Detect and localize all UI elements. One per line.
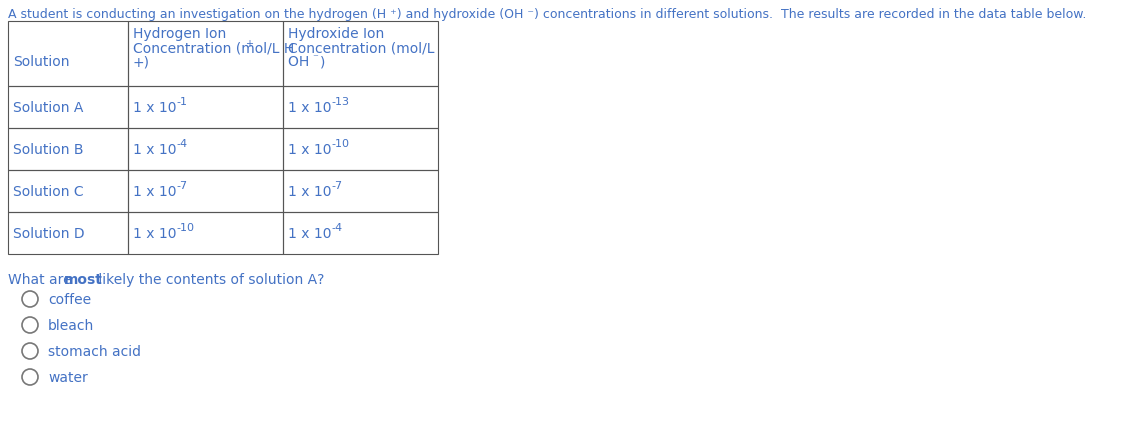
Text: OH: OH xyxy=(288,55,313,69)
Text: water: water xyxy=(48,370,88,384)
Text: Concentration (mol/L H: Concentration (mol/L H xyxy=(133,41,294,55)
Text: -10: -10 xyxy=(331,139,349,148)
Text: stomach acid: stomach acid xyxy=(48,344,141,358)
Text: -7: -7 xyxy=(176,180,187,191)
Bar xyxy=(128,212,283,254)
Text: -4: -4 xyxy=(176,139,187,148)
Text: +: + xyxy=(245,39,253,49)
Text: likely the contents of solution A?: likely the contents of solution A? xyxy=(94,272,325,286)
Text: -13: -13 xyxy=(331,97,349,107)
Text: 1 x 10: 1 x 10 xyxy=(133,226,176,240)
Bar xyxy=(8,171,128,212)
Text: A student is conducting an investigation on the hydrogen (H ⁺) and hydroxide (OH: A student is conducting an investigation… xyxy=(8,8,1086,21)
Bar xyxy=(8,87,128,129)
Text: Hydrogen Ion: Hydrogen Ion xyxy=(133,27,226,41)
Bar xyxy=(283,212,438,254)
Bar xyxy=(8,212,128,254)
Text: bleach: bleach xyxy=(48,318,94,332)
Text: Hydroxide Ion: Hydroxide Ion xyxy=(288,27,384,41)
Text: -4: -4 xyxy=(331,223,342,233)
Bar xyxy=(128,129,283,171)
Text: -1: -1 xyxy=(176,97,187,107)
Text: -7: -7 xyxy=(331,180,342,191)
Text: coffee: coffee xyxy=(48,292,91,306)
Text: 1 x 10: 1 x 10 xyxy=(288,226,331,240)
Bar xyxy=(283,171,438,212)
Text: Concentration (mol/L: Concentration (mol/L xyxy=(288,41,434,55)
Text: Solution D: Solution D xyxy=(13,226,85,240)
Text: ⁻: ⁻ xyxy=(312,53,318,63)
Text: -10: -10 xyxy=(176,223,194,233)
Bar xyxy=(128,87,283,129)
Bar xyxy=(283,22,438,87)
Text: most: most xyxy=(64,272,103,286)
Bar xyxy=(283,87,438,129)
Text: 1 x 10: 1 x 10 xyxy=(133,101,176,115)
Bar xyxy=(8,129,128,171)
Text: +): +) xyxy=(133,55,150,69)
Bar xyxy=(8,22,128,87)
Bar xyxy=(283,129,438,171)
Text: Solution C: Solution C xyxy=(13,184,83,198)
Bar xyxy=(128,22,283,87)
Text: Solution A: Solution A xyxy=(13,101,83,115)
Text: 1 x 10: 1 x 10 xyxy=(288,143,331,157)
Bar xyxy=(128,171,283,212)
Text: 1 x 10: 1 x 10 xyxy=(288,101,331,115)
Text: Solution: Solution xyxy=(13,55,70,69)
Text: 1 x 10: 1 x 10 xyxy=(288,184,331,198)
Text: 1 x 10: 1 x 10 xyxy=(133,184,176,198)
Text: 1 x 10: 1 x 10 xyxy=(133,143,176,157)
Text: What are: What are xyxy=(8,272,75,286)
Text: Solution B: Solution B xyxy=(13,143,83,157)
Text: ): ) xyxy=(320,55,326,69)
